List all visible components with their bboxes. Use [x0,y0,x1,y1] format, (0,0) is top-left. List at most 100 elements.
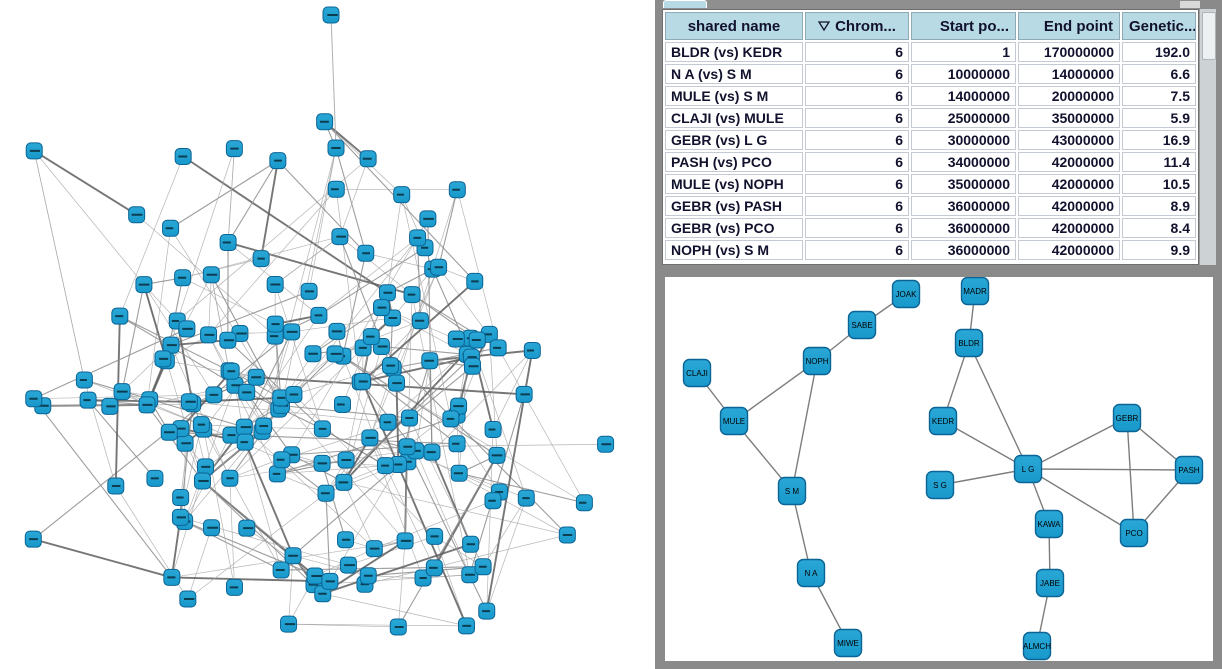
network-node[interactable] [160,423,178,441]
network-node[interactable]: KAWA [1034,509,1064,539]
network-node[interactable] [247,368,265,386]
network-node[interactable] [337,531,355,549]
network-node[interactable] [423,443,441,461]
network-node[interactable]: JABE [1035,568,1065,598]
network-node[interactable]: JOAK [891,279,921,309]
network-node[interactable] [313,454,331,472]
network-node[interactable] [128,206,146,224]
network-node[interactable] [193,472,211,490]
network-node[interactable] [317,484,335,502]
network-node[interactable] [171,508,189,526]
network-node[interactable] [381,357,399,375]
network-node[interactable] [333,395,351,413]
network-node[interactable]: L G [1013,454,1043,484]
network-node[interactable] [304,345,322,363]
network-node[interactable]: MADR [960,277,990,306]
network-node[interactable] [335,473,353,491]
table-row[interactable]: MULE (vs) S M 6 14000000 20000000 7.5 [665,86,1196,106]
network-node[interactable] [517,489,535,507]
network-node[interactable]: KEDR [928,406,958,436]
table-row[interactable]: PASH (vs) PCO 6 34000000 42000000 11.4 [665,152,1196,172]
network-node[interactable] [489,339,507,357]
column-header-start-point[interactable]: Start po... [911,12,1016,40]
network-node[interactable]: N A [796,558,826,588]
network-node[interactable] [359,567,377,585]
network-node[interactable] [378,284,396,302]
table-row[interactable]: N A (vs) S M 6 10000000 14000000 6.6 [665,64,1196,84]
network-node[interactable] [393,186,411,204]
network-node[interactable] [205,386,223,404]
network-node[interactable] [180,393,198,411]
network-node[interactable] [225,140,243,158]
network-node[interactable] [339,556,357,574]
network-node[interactable] [163,568,181,586]
network-node[interactable]: MULE [719,406,749,436]
network-node[interactable] [389,618,407,636]
detail-network-canvas[interactable]: JOAK SABE NOPH CLAJI MULE S M N A MIWE MADR BLDR K… [665,277,1213,661]
network-node[interactable] [172,489,190,507]
network-node[interactable] [466,272,484,290]
network-node[interactable] [488,446,506,464]
network-node[interactable] [313,420,331,438]
network-node[interactable] [272,561,290,579]
network-node[interactable] [403,286,421,304]
network-node[interactable]: S M [777,476,807,506]
column-header-shared-name[interactable]: shared name [665,12,803,40]
table-scrollbar[interactable] [1199,9,1216,265]
network-node[interactable] [463,357,481,375]
network-node[interactable] [365,540,383,558]
network-node[interactable] [283,323,301,341]
network-node[interactable] [468,331,486,349]
network-node[interactable] [462,535,480,553]
network-node[interactable] [75,371,93,389]
network-node[interactable] [202,266,220,284]
network-node[interactable] [361,429,379,447]
table-tab-fragment[interactable] [663,0,707,8]
network-node[interactable] [419,210,437,228]
network-node[interactable] [111,307,129,325]
network-node[interactable] [411,312,429,330]
network-node[interactable] [255,417,273,435]
table-row[interactable]: CLAJI (vs) MULE 6 25000000 35000000 5.9 [665,108,1196,128]
network-node[interactable] [236,433,254,451]
network-node[interactable] [478,602,496,620]
network-node[interactable] [515,385,533,403]
network-node[interactable] [331,228,349,246]
network-node[interactable] [328,322,346,340]
network-node[interactable] [448,181,466,199]
network-node[interactable] [113,383,131,401]
network-node[interactable] [376,457,394,475]
network-node[interactable] [442,410,460,428]
network-node[interactable] [421,352,439,370]
network-node[interactable] [354,373,372,391]
network-node[interactable] [101,397,119,415]
network-node[interactable] [387,374,405,392]
network-node[interactable] [398,438,416,456]
network-node[interactable] [461,566,479,584]
network-node[interactable] [379,413,397,431]
table-row[interactable]: GEBR (vs) PASH 6 36000000 42000000 8.9 [665,196,1196,216]
network-node[interactable] [25,390,43,408]
network-node[interactable]: NOPH [802,346,832,376]
network-node[interactable] [597,435,615,453]
network-node[interactable] [219,234,237,252]
network-node[interactable] [273,451,291,469]
network-node[interactable]: GEBR [1112,403,1142,433]
network-node[interactable] [225,578,243,596]
network-node[interactable]: ALMCH [1022,631,1051,661]
network-node[interactable] [235,418,253,436]
network-node[interactable] [372,299,390,317]
network-node[interactable] [196,458,214,476]
network-node[interactable] [321,572,339,590]
network-node[interactable] [268,465,286,483]
network-node[interactable] [362,328,380,346]
table-row[interactable]: BLDR (vs) KEDR 6 1 170000000 192.0 [665,42,1196,62]
network-node[interactable] [327,180,345,198]
network-node[interactable] [523,341,541,359]
filter-icon[interactable] [818,20,831,32]
column-header-end-point[interactable]: End point [1018,12,1120,40]
network-node[interactable] [306,567,324,585]
table-row[interactable]: MULE (vs) NOPH 6 35000000 42000000 10.5 [665,174,1196,194]
network-node[interactable] [266,275,284,293]
network-node[interactable] [252,250,270,268]
